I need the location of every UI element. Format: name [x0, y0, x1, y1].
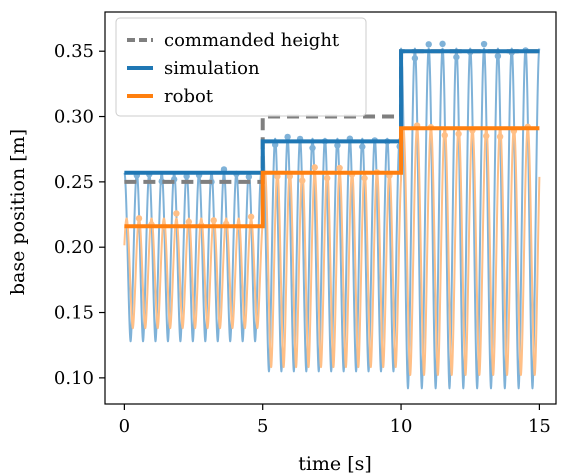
peak-point-simulation_raw: [245, 173, 253, 180]
peak-point-simulation_raw: [480, 40, 488, 48]
axes-layer: 0 5 10 15 0.10 0.15 0.20 0.25 0.30 0.35: [54, 11, 557, 437]
commanded-height-line: [124, 49, 540, 184]
peak-point-robot_raw: [299, 177, 306, 184]
peak-point-robot_raw: [274, 173, 281, 180]
legend-label: simulation: [164, 58, 260, 79]
x-tick-label: 10: [390, 416, 413, 437]
y-tick-label: 0.25: [54, 172, 94, 193]
peak-point-simulation_raw: [494, 52, 502, 60]
peak-point-robot_raw: [185, 218, 193, 226]
peak-point-simulation_raw: [284, 133, 291, 141]
x-tick-label: 0: [119, 416, 130, 437]
peak-point-robot_raw: [173, 210, 180, 217]
y-tick-label: 0.20: [54, 237, 94, 258]
peak-point-robot_raw: [483, 132, 490, 140]
robot-line: [124, 126, 540, 229]
peak-point-robot_raw: [286, 173, 294, 180]
peak-point-simulation_raw: [309, 144, 316, 152]
legend-box: [115, 17, 367, 117]
x-tick-label: 5: [257, 416, 268, 437]
legend-label: commanded height: [164, 30, 340, 51]
peak-point-robot_raw: [496, 133, 504, 140]
peak-point-robot_raw: [247, 213, 255, 220]
y-tick-label: 0.30: [54, 107, 94, 128]
peak-point-robot_raw: [361, 174, 368, 182]
x-tick-label: 15: [528, 416, 551, 437]
peak-point-robot_raw: [336, 164, 343, 172]
legend: commanded height simulation robot: [115, 17, 367, 117]
marks-layer: [123, 40, 541, 390]
y-tick-label: 0.35: [54, 41, 94, 62]
peak-point-robot_raw: [210, 217, 217, 224]
peak-point-simulation_raw: [334, 142, 341, 149]
x-axis-label: time [s]: [298, 453, 372, 475]
raw-series-robot_raw: [123, 126, 541, 376]
simulation-line: [124, 49, 540, 175]
peak-point-robot_raw: [455, 130, 462, 138]
peak-point-robot_raw: [441, 132, 448, 139]
peak-point-robot_raw: [135, 215, 143, 222]
peak-point-robot_raw: [311, 164, 318, 171]
y-tick-label: 0.15: [54, 303, 94, 324]
peak-point-simulation_raw: [359, 143, 366, 150]
peak-point-simulation_raw: [439, 40, 446, 48]
peak-point-simulation_raw: [425, 41, 432, 48]
y-tick-label: 0.10: [54, 368, 94, 389]
peak-point-simulation_raw: [411, 55, 419, 62]
y-axis-label: base position [m]: [7, 129, 29, 295]
plot-frame: [104, 11, 557, 405]
peak-point-simulation_raw: [453, 53, 460, 61]
legend-label: robot: [164, 86, 214, 107]
peak-point-robot_raw: [323, 174, 331, 182]
